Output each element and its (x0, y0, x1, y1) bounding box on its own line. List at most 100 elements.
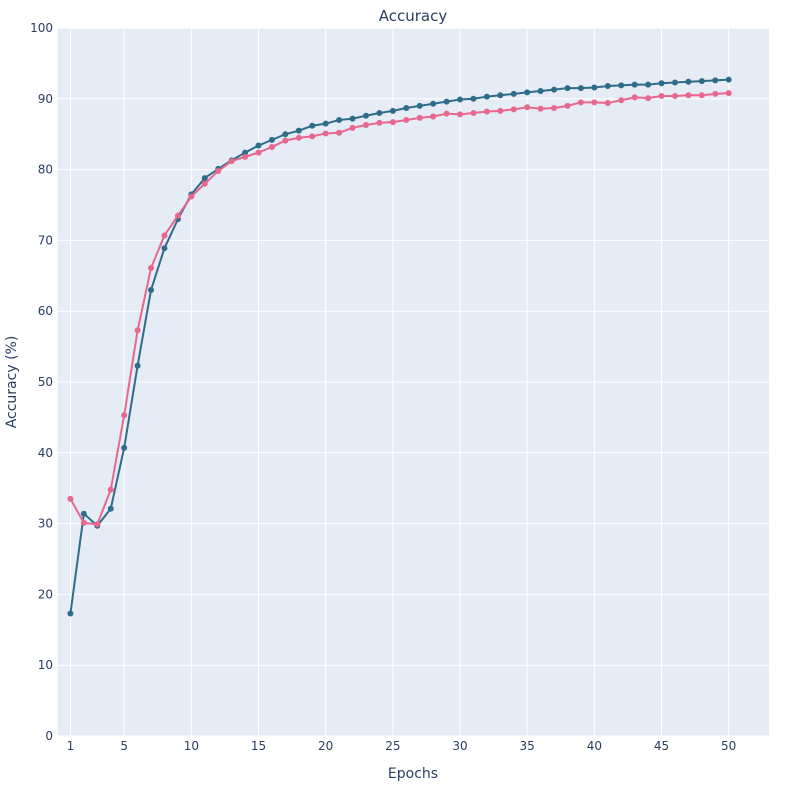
series-2-point (470, 109, 477, 116)
x-tick-label: 35 (520, 739, 535, 753)
series-1-point (658, 80, 665, 87)
series-2-point (645, 95, 652, 102)
series-2-point (362, 121, 369, 128)
series-2-point (134, 327, 141, 334)
x-tick-label: 10 (184, 739, 199, 753)
series-2-point (309, 133, 316, 140)
series-1-point (537, 88, 544, 95)
series-2-point (631, 94, 638, 101)
series-1-point (591, 84, 598, 91)
series-1-point (577, 85, 584, 92)
x-tick-label: 1 (67, 739, 75, 753)
series-1-point (242, 149, 249, 156)
series-1-point (698, 78, 705, 85)
x-axis-title: Epochs (388, 766, 438, 782)
series-2-point (537, 105, 544, 112)
series-1-point (121, 444, 128, 451)
series-1-point (148, 286, 155, 293)
series-1-point (510, 90, 517, 97)
series-2-point (443, 110, 450, 117)
series-2-point (349, 124, 356, 131)
x-tick-label: 45 (654, 739, 669, 753)
series-2-point (67, 495, 74, 502)
series-1-point (470, 95, 477, 102)
series-2-point (282, 137, 289, 144)
series-2-point (698, 92, 705, 99)
series-1-point (107, 505, 114, 512)
series-2-point (604, 100, 611, 107)
series-1-point (457, 96, 464, 103)
series-1-point (349, 115, 356, 122)
series-2-point (712, 90, 719, 97)
series-1-point (80, 510, 87, 517)
y-tick-label: 60 (38, 304, 53, 318)
series-2-point (242, 153, 249, 160)
x-tick-label: 5 (120, 739, 128, 753)
y-tick-label: 90 (38, 92, 53, 106)
series-1-point (524, 89, 531, 96)
series-1-point (67, 610, 74, 617)
y-tick-label: 0 (45, 729, 53, 743)
series-2-point (403, 117, 410, 124)
series-1-point (201, 175, 208, 182)
chart-title: Accuracy (379, 7, 448, 25)
series-1-point (336, 117, 343, 124)
series-1-point (362, 112, 369, 119)
series-2 (67, 90, 732, 528)
series-2-point (457, 111, 464, 118)
series-2-point (148, 265, 155, 272)
series-2-point (725, 90, 732, 97)
series-2-point (268, 143, 275, 150)
y-tick-label: 10 (38, 658, 53, 672)
y-tick-label: 70 (38, 233, 53, 247)
series-2-point (174, 212, 181, 219)
series-1-point (604, 83, 611, 90)
x-tick-label: 25 (385, 739, 400, 753)
series-2-point (215, 168, 222, 175)
series-1-point (671, 79, 678, 86)
series-2-point (201, 180, 208, 187)
series-2-point (685, 92, 692, 99)
series-1-point (483, 93, 490, 100)
series-2-point (188, 193, 195, 200)
series-2-point (322, 130, 329, 137)
series-2-point (577, 99, 584, 106)
series-2-point (80, 519, 87, 526)
series-2-point (94, 521, 101, 528)
x-tick-label: 20 (318, 739, 333, 753)
x-tick-label: 15 (251, 739, 266, 753)
series-1-point (618, 82, 625, 89)
y-tick-label: 40 (38, 446, 53, 460)
series-1-point (416, 102, 423, 109)
series-2-point (389, 119, 396, 126)
grid-layer (56, 27, 769, 737)
series-1-point (376, 109, 383, 116)
series-2-point (524, 104, 531, 111)
series-1-point (309, 122, 316, 129)
y-tick-label: 100 (30, 21, 53, 35)
x-tick-label: 40 (587, 739, 602, 753)
series-2-point (671, 92, 678, 99)
series-1-point (564, 85, 571, 92)
series-2-point (551, 105, 558, 112)
series-2-point (255, 149, 262, 156)
series-1-point (551, 86, 558, 93)
series-2-point (430, 113, 437, 120)
series-2-point (295, 134, 302, 141)
series-2-point (497, 107, 504, 114)
series-1-point (322, 120, 329, 127)
series-1-point (282, 131, 289, 138)
series-2-point (336, 129, 343, 136)
y-tick-label: 30 (38, 517, 53, 531)
series-2-point (416, 114, 423, 121)
series-2-point (121, 412, 128, 419)
series-layer (67, 76, 732, 617)
series-2-point (658, 92, 665, 99)
series-1-point (134, 362, 141, 369)
x-tick-label: 30 (452, 739, 467, 753)
series-1-point (685, 78, 692, 85)
series-1-point (631, 81, 638, 88)
